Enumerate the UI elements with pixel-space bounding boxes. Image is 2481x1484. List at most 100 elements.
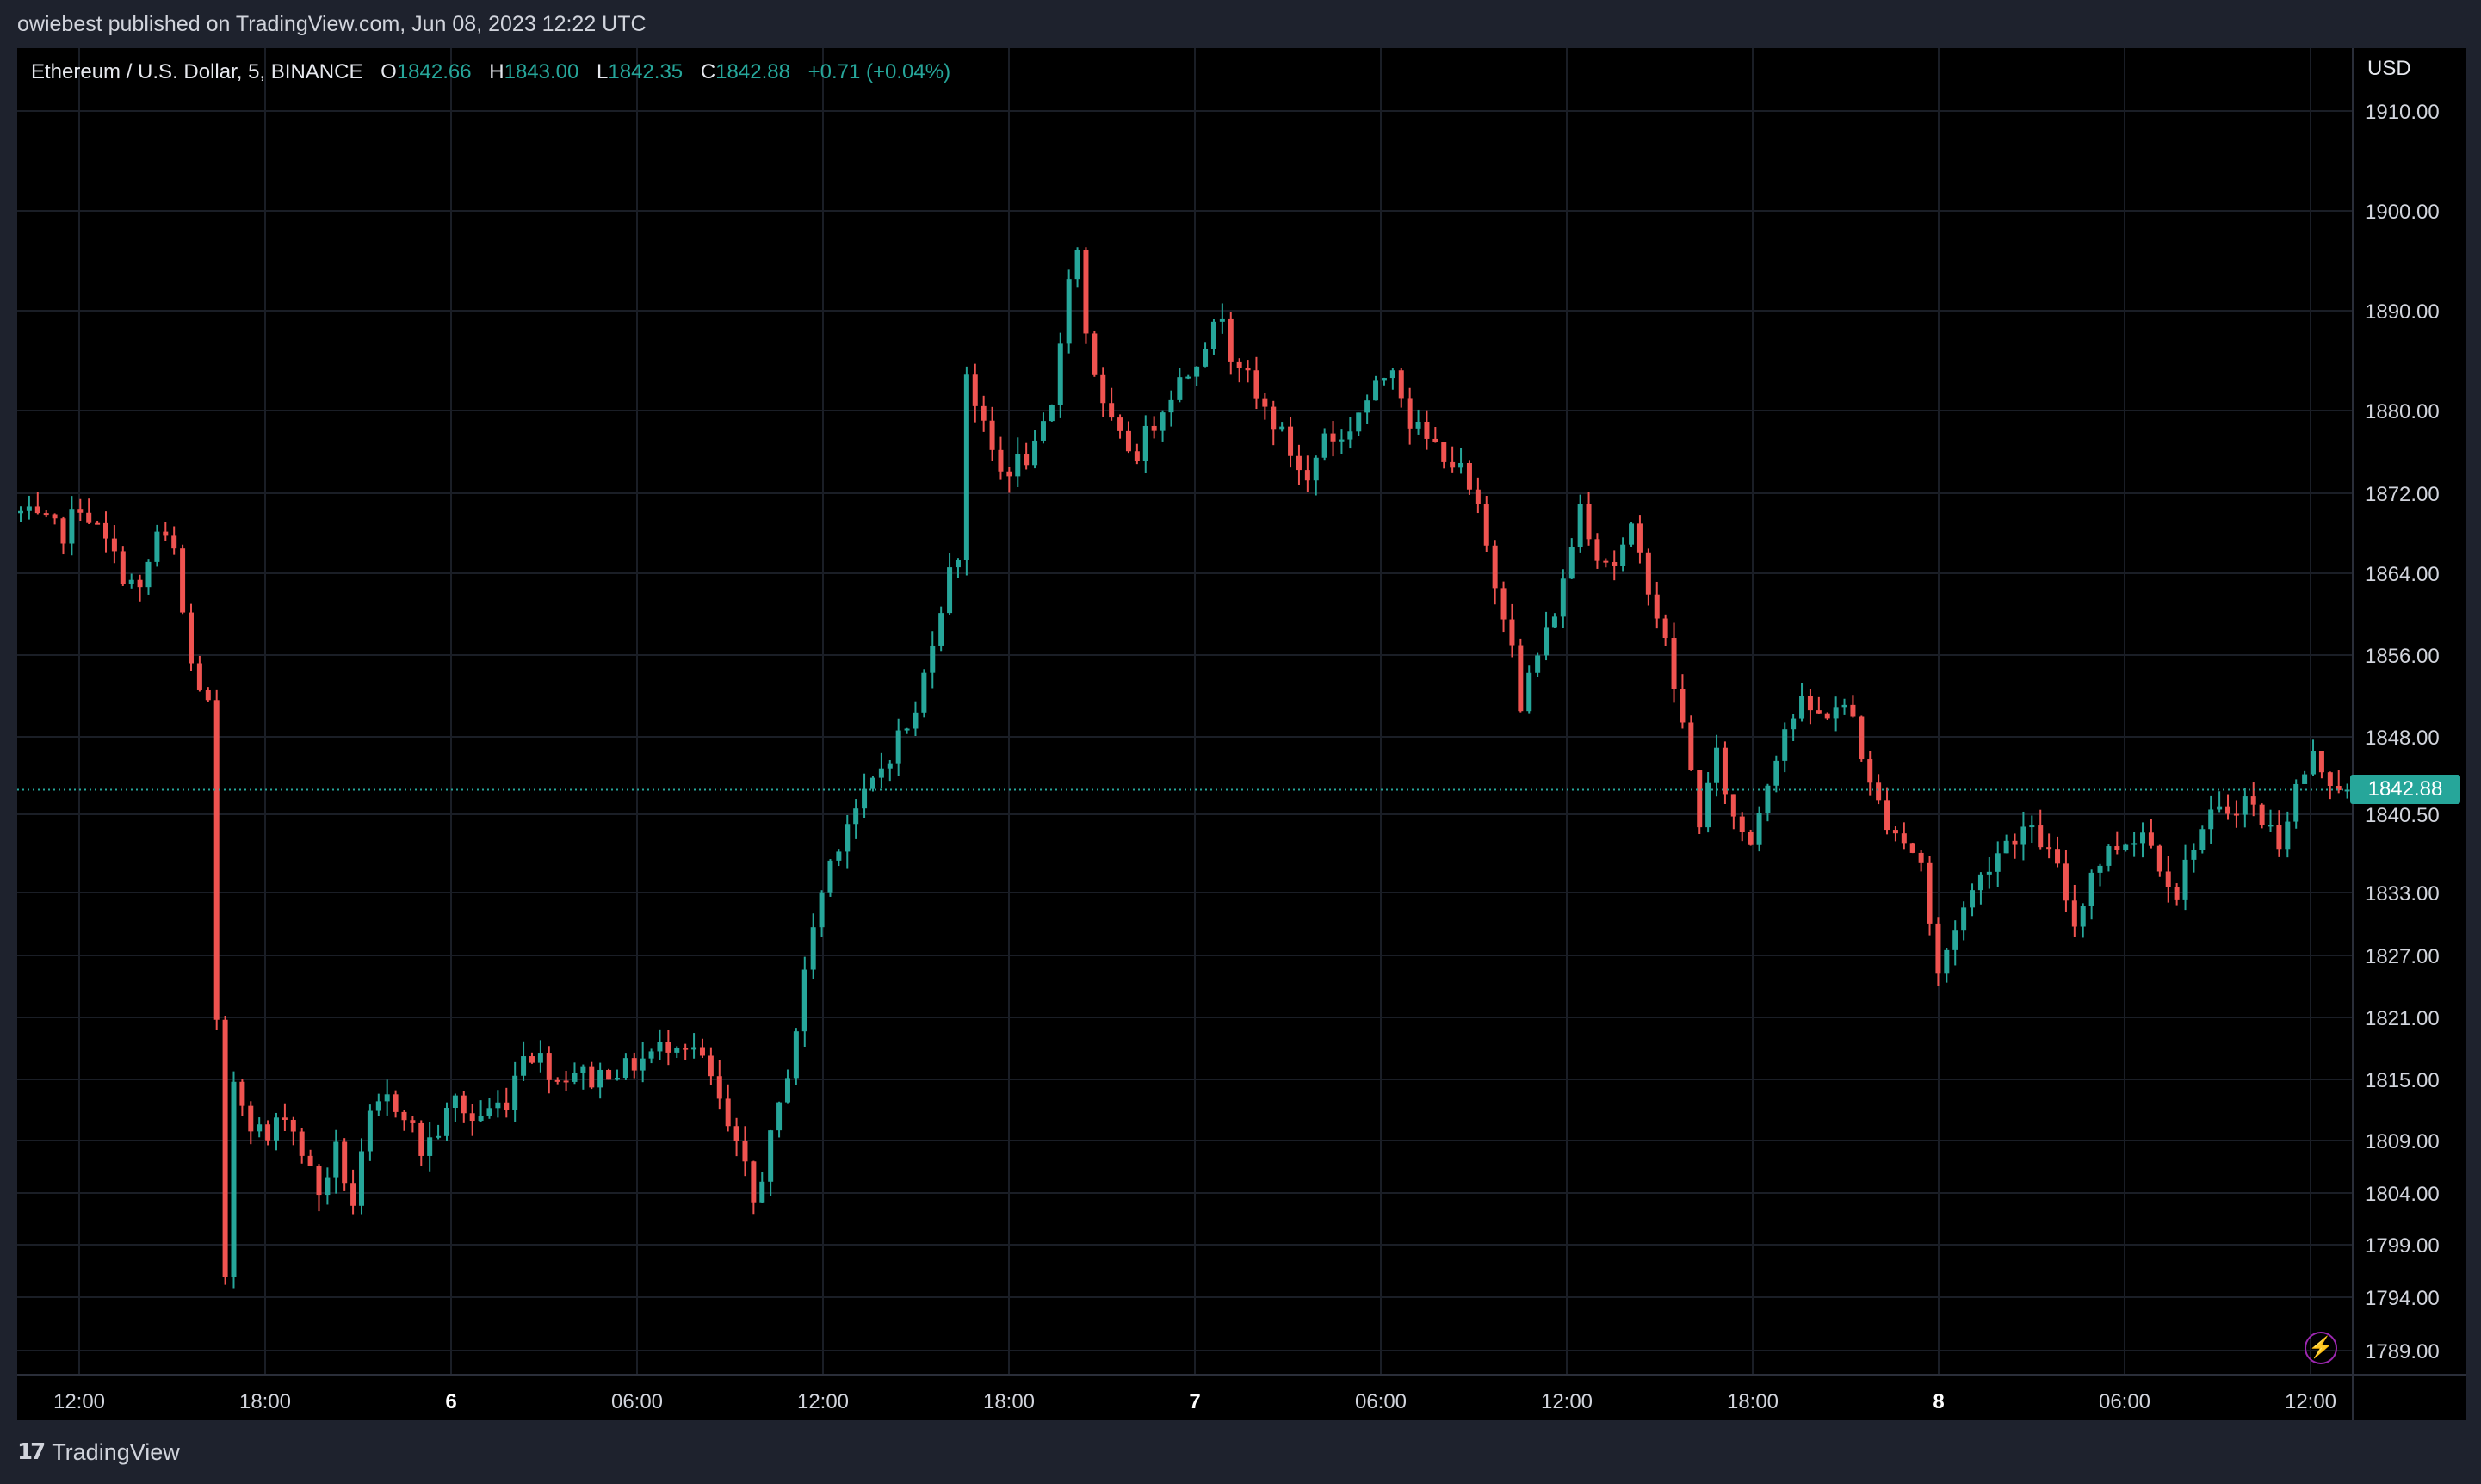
candle-body xyxy=(913,712,919,729)
candle xyxy=(478,1100,484,1122)
candle-body xyxy=(1586,504,1592,540)
candle xyxy=(69,496,75,556)
candle-body xyxy=(231,1081,237,1277)
candle-body xyxy=(248,1105,254,1132)
candle xyxy=(1730,794,1736,830)
y-tick-label: 1856.00 xyxy=(2365,645,2440,668)
candle xyxy=(2029,815,2035,844)
candle-body xyxy=(257,1124,263,1132)
candle xyxy=(1271,400,1277,446)
candle-body xyxy=(1807,696,1813,711)
candle xyxy=(1833,696,1839,732)
candle-body xyxy=(1151,425,1157,431)
candle-body xyxy=(1236,361,1242,368)
candle xyxy=(708,1047,714,1085)
publish-header: owiebest published on TradingView.com, J… xyxy=(0,0,2481,48)
candle xyxy=(512,1061,518,1122)
candle-body xyxy=(34,506,40,514)
candle-body xyxy=(1688,722,1694,770)
candle-body xyxy=(163,531,169,536)
candle-body xyxy=(2097,865,2103,873)
candle-body xyxy=(410,1120,416,1123)
candle xyxy=(1748,829,1754,846)
candle-body xyxy=(2336,786,2342,791)
candle-body xyxy=(478,1116,484,1122)
candle-body xyxy=(1765,785,1771,813)
candle xyxy=(2199,825,2206,854)
candle-body xyxy=(1799,696,1805,719)
candle-body xyxy=(1330,433,1336,442)
candle xyxy=(665,1030,671,1066)
candle xyxy=(529,1052,535,1064)
candle xyxy=(1995,841,2001,887)
candle xyxy=(188,603,194,671)
candle xyxy=(895,718,901,776)
candle-body xyxy=(213,700,220,1020)
candle xyxy=(1901,822,1907,850)
candle-body xyxy=(1594,539,1600,561)
candle xyxy=(34,492,40,515)
candle-body xyxy=(716,1076,722,1099)
candle xyxy=(606,1068,612,1080)
candle-body xyxy=(2318,751,2324,773)
candle xyxy=(1535,652,1541,677)
candle-body xyxy=(60,518,66,544)
candle xyxy=(2293,779,2299,829)
candle-body xyxy=(1705,782,1711,828)
candle xyxy=(1040,412,1046,444)
candle xyxy=(2063,850,2069,912)
candle-body xyxy=(2182,859,2188,900)
chart-frame[interactable]: 1910.00 1900.00 1890.00 1880.00 1872.00 1864.… xyxy=(17,48,2466,1420)
tradingview-logo[interactable]: 17 TradingView xyxy=(17,1438,180,1466)
candle-body xyxy=(1347,431,1353,440)
candle-body xyxy=(2012,840,2018,845)
candle-body xyxy=(1492,545,1498,589)
candle xyxy=(2071,884,2077,937)
candle-body xyxy=(1364,400,1370,413)
y-tick-label: 1872.00 xyxy=(2365,483,2440,506)
candle xyxy=(180,544,186,615)
candle-body xyxy=(205,689,211,701)
candle xyxy=(1927,855,1933,936)
candle xyxy=(1074,247,1080,288)
candle-body xyxy=(1867,759,1873,783)
candle xyxy=(2012,833,2018,859)
candle xyxy=(2285,811,2291,858)
candle-body xyxy=(1944,949,1950,974)
y-tick-label: 1833.00 xyxy=(2365,882,2440,906)
currency-label[interactable]: USD xyxy=(2367,57,2411,80)
candle xyxy=(350,1169,356,1215)
candle xyxy=(2327,771,2333,800)
candle xyxy=(1304,455,1310,492)
candle-body xyxy=(1629,523,1635,545)
candle xyxy=(1092,331,1098,377)
x-tick-label: 6 xyxy=(445,1390,456,1413)
symbol-title[interactable]: Ethereum / U.S. Dollar, 5, BINANCE xyxy=(31,60,363,83)
candle xyxy=(427,1122,433,1172)
candle-body xyxy=(418,1122,424,1156)
candle xyxy=(1680,674,1686,729)
candle-body xyxy=(1304,470,1310,481)
candle xyxy=(1935,917,1941,987)
candle-body xyxy=(2131,843,2138,845)
candle xyxy=(77,498,84,522)
candle-body xyxy=(1177,377,1183,400)
candle-body xyxy=(1407,398,1413,429)
candle xyxy=(418,1120,424,1166)
candle-body xyxy=(921,672,927,713)
y-tick-label: 1900.00 xyxy=(2365,201,2440,224)
candlestick-chart[interactable]: 1910.00 1900.00 1890.00 1880.00 1872.00 1864.… xyxy=(17,48,2466,1420)
candle-body xyxy=(1219,318,1225,322)
candle-body xyxy=(52,514,58,519)
candle xyxy=(1782,722,1788,773)
candle xyxy=(836,849,842,867)
candle-body xyxy=(2233,813,2239,816)
candle xyxy=(1168,390,1174,427)
candle-body xyxy=(845,824,851,852)
candle-body xyxy=(1109,403,1115,418)
candle-body xyxy=(2174,887,2180,900)
lightning-bolt-icon[interactable]: ⚡ xyxy=(2305,1332,2337,1364)
candle-body xyxy=(989,420,995,450)
candle xyxy=(1356,412,1362,436)
candle xyxy=(2191,843,2197,873)
